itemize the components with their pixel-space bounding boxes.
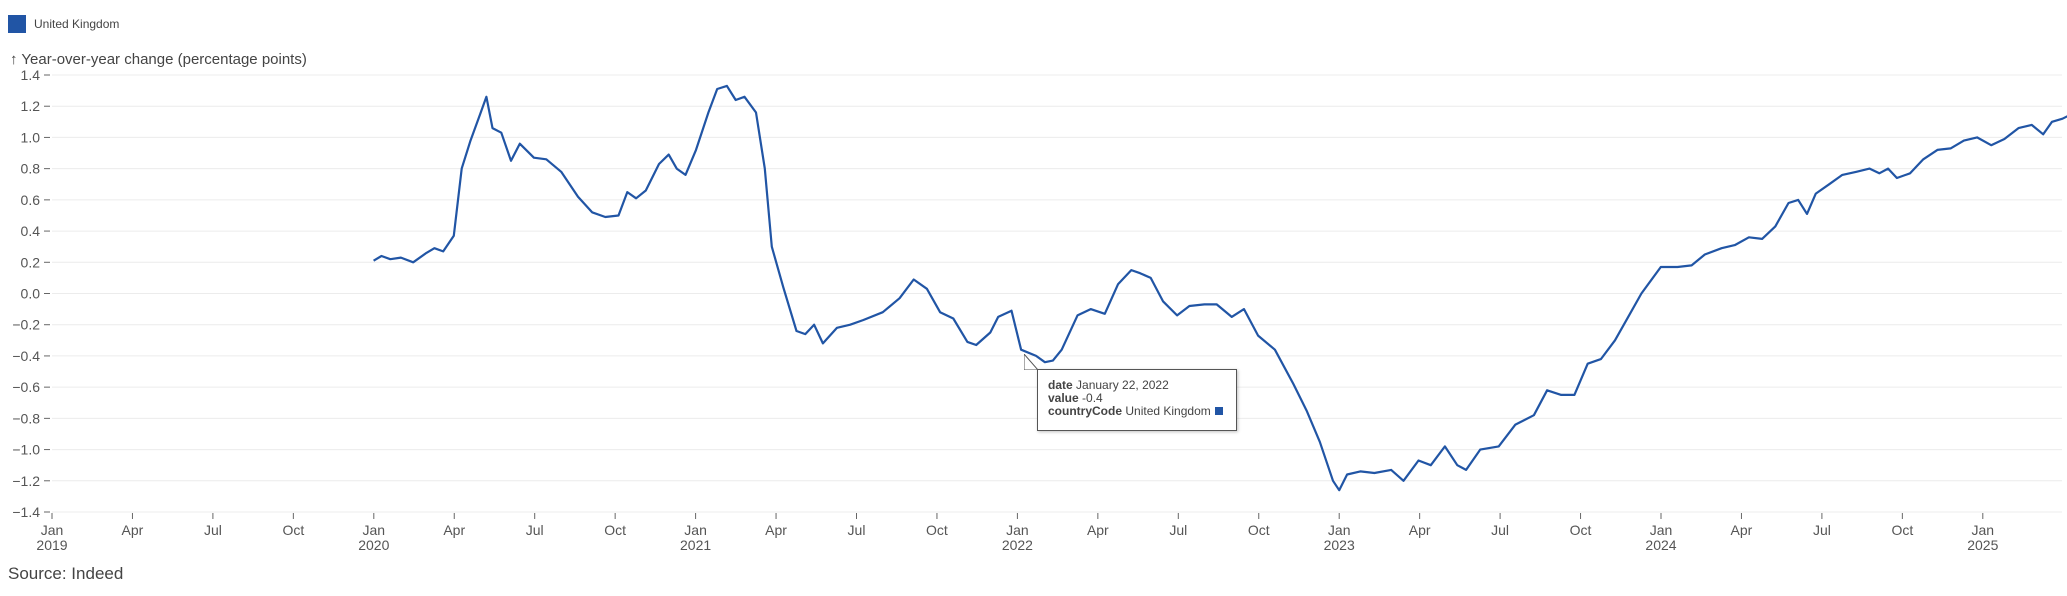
svg-text:Oct: Oct [604, 522, 626, 538]
legend-swatch-united-kingdom [8, 15, 26, 33]
y-axis-title: ↑ Year-over-year change (percentage poin… [10, 51, 307, 68]
svg-text:−0.4: −0.4 [12, 348, 40, 364]
svg-text:0.0: 0.0 [21, 286, 41, 302]
gridlines [52, 74, 2062, 513]
svg-text:−0.6: −0.6 [12, 379, 40, 395]
svg-text:Jul: Jul [204, 522, 222, 538]
series-line-united-kingdom[interactable] [373, 84, 2067, 492]
svg-text:Jul: Jul [526, 522, 544, 538]
svg-text:Jan: Jan [1006, 522, 1029, 538]
legend[interactable]: United Kingdom [8, 15, 119, 33]
svg-text:Jan: Jan [1328, 522, 1351, 538]
svg-text:0.6: 0.6 [21, 192, 41, 208]
svg-text:Oct: Oct [282, 522, 304, 538]
svg-text:Jan: Jan [684, 522, 707, 538]
svg-text:Apr: Apr [1731, 522, 1753, 538]
svg-text:Jan: Jan [1650, 522, 1673, 538]
tooltip-date-key: date [1048, 378, 1073, 392]
tooltip-value-key: value [1048, 391, 1079, 405]
svg-text:−1.0: −1.0 [12, 442, 40, 458]
svg-text:Jan: Jan [363, 522, 386, 538]
svg-text:2025: 2025 [1967, 537, 1998, 553]
svg-text:Oct: Oct [1248, 522, 1270, 538]
svg-text:1.2: 1.2 [21, 98, 41, 114]
svg-text:Oct: Oct [926, 522, 948, 538]
svg-text:Jul: Jul [1813, 522, 1831, 538]
svg-text:2023: 2023 [1324, 537, 1355, 553]
tooltip-country-value: United Kingdom [1125, 404, 1211, 418]
svg-text:Jan: Jan [41, 522, 64, 538]
svg-text:Apr: Apr [1409, 522, 1431, 538]
source-note: Source: Indeed [8, 564, 124, 583]
tooltip-value-value: -0.4 [1082, 391, 1103, 405]
svg-text:0.4: 0.4 [21, 223, 41, 239]
y-axis: 1.4 1.2 1.0 0.8 0.6 0.4 0.2 0.0 −0.2 −0.4 −0.6 −0.8… [12, 67, 50, 520]
svg-text:Apr: Apr [1087, 522, 1109, 538]
svg-text:Apr: Apr [122, 522, 144, 538]
svg-text:Jul: Jul [1169, 522, 1187, 538]
svg-text:Jan: Jan [1972, 522, 1995, 538]
svg-text:Apr: Apr [443, 522, 465, 538]
tooltip-pointer [1024, 354, 1038, 370]
svg-text:−0.2: −0.2 [12, 317, 40, 333]
svg-text:0.8: 0.8 [21, 161, 41, 177]
svg-text:2021: 2021 [680, 537, 711, 553]
svg-text:−0.8: −0.8 [12, 410, 40, 426]
svg-text:1.4: 1.4 [21, 67, 41, 83]
svg-text:Apr: Apr [765, 522, 787, 538]
svg-text:Jul: Jul [848, 522, 866, 538]
svg-text:Oct: Oct [1891, 522, 1913, 538]
legend-label: United Kingdom [34, 17, 120, 31]
svg-text:Jul: Jul [1491, 522, 1509, 538]
svg-text:2024: 2024 [1645, 537, 1676, 553]
tooltip: date January 22, 2022 value -0.4 country… [1037, 369, 1237, 431]
svg-text:Oct: Oct [1570, 522, 1592, 538]
svg-text:0.2: 0.2 [21, 254, 41, 270]
svg-text:2020: 2020 [358, 537, 389, 553]
tooltip-country-key: countryCode [1048, 404, 1123, 418]
tooltip-date-value: January 22, 2022 [1076, 378, 1169, 392]
svg-text:−1.2: −1.2 [12, 473, 40, 489]
tooltip-swatch [1214, 407, 1223, 415]
svg-text:−1.4: −1.4 [12, 504, 40, 520]
svg-text:1.0: 1.0 [21, 129, 41, 145]
svg-text:2019: 2019 [36, 537, 67, 553]
svg-text:2022: 2022 [1002, 537, 1033, 553]
